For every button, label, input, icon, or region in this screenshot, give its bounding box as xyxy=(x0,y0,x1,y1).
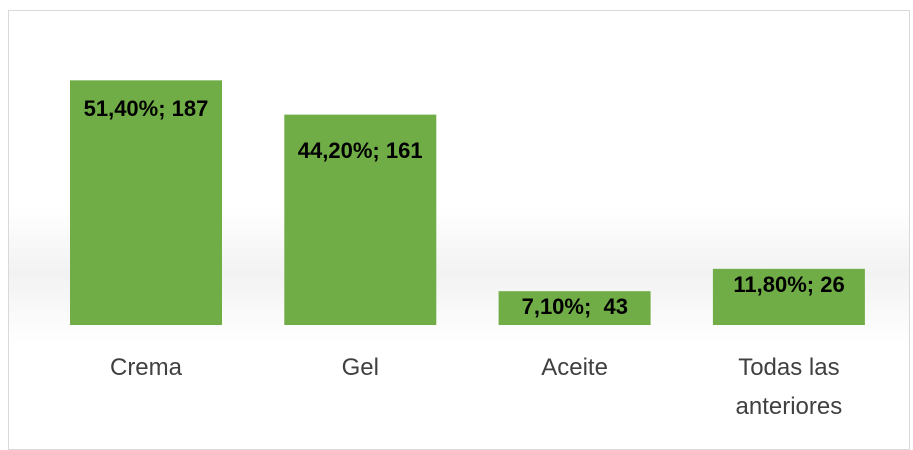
x-tick-label: Todas las anteriores xyxy=(735,354,843,420)
data-label: 51,40%; 187 xyxy=(83,96,209,122)
x-tick-label: Gel xyxy=(341,354,379,381)
data-label: 11,80%; 26 xyxy=(733,271,845,297)
chart: Crema 51,40%; 187 Gel 44,20%; 161 Aceite 7,10… xyxy=(8,10,910,450)
x-tick-label: Aceite xyxy=(541,354,608,381)
bar xyxy=(712,268,865,325)
data-label: 7,10%; 43 xyxy=(521,294,628,320)
bar xyxy=(284,114,437,325)
bar xyxy=(498,291,651,325)
bar xyxy=(70,80,222,325)
data-label: 44,20%; 161 xyxy=(297,137,423,163)
plot xyxy=(70,80,865,325)
x-tick-label: Crema xyxy=(109,354,182,381)
